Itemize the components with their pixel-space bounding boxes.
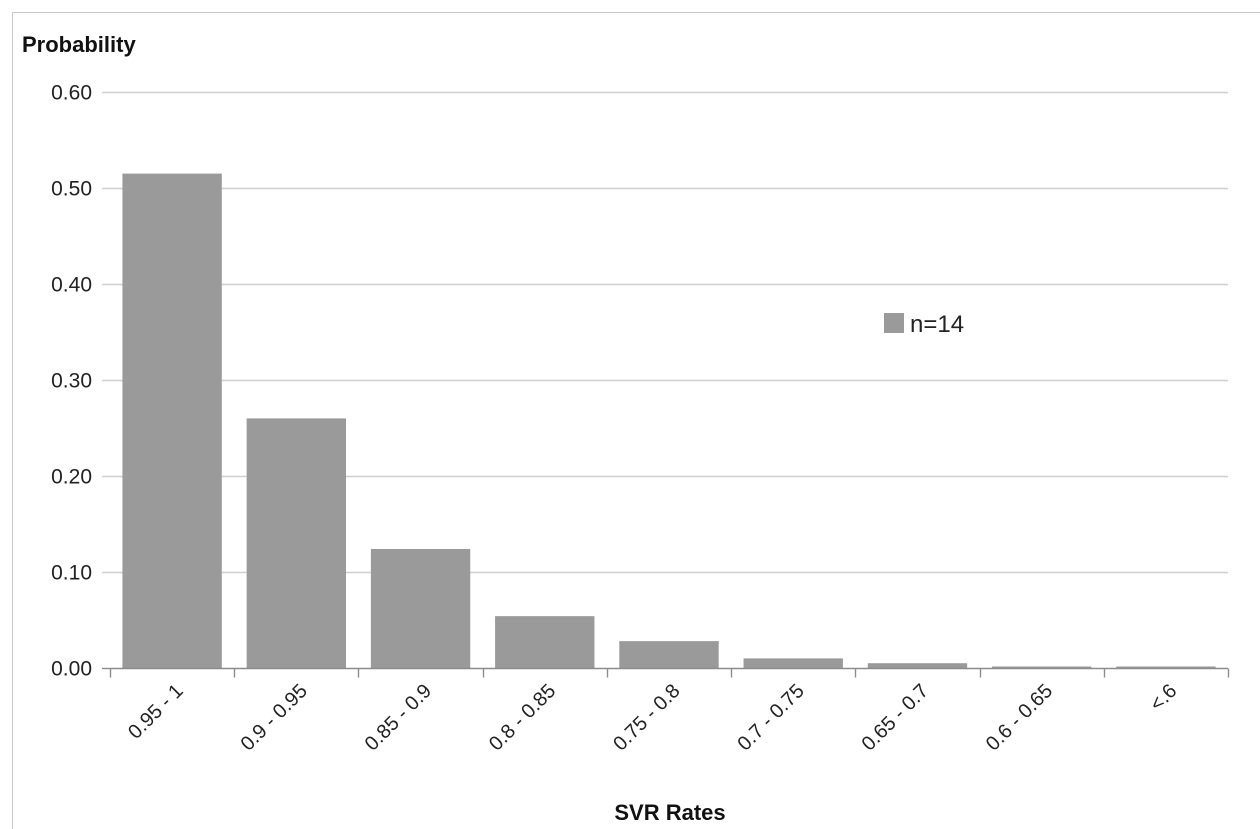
- bars: [122, 173, 1216, 668]
- y-tick-labels: 0.00 0.10 0.20 0.30 0.40 0.50 0.60: [51, 82, 92, 681]
- axes: [102, 667, 1230, 678]
- legend: n=14: [884, 311, 964, 338]
- bar: [619, 641, 719, 668]
- y-tick-label: 0.30: [51, 370, 92, 393]
- y-tick-label: 0.50: [51, 178, 92, 201]
- legend-swatch: [884, 313, 904, 333]
- y-tick-label: 0.00: [51, 658, 92, 681]
- y-tick-label: 0.20: [51, 466, 92, 489]
- y-tick-label: 0.10: [51, 562, 92, 585]
- bar: [867, 663, 968, 668]
- bar: [122, 173, 222, 668]
- bar: [495, 616, 595, 668]
- y-tick-label: 0.40: [51, 274, 92, 297]
- bar: [246, 418, 347, 668]
- y-axis-label: Probability: [22, 32, 136, 57]
- bar: [1116, 666, 1216, 668]
- x-axis-label: SVR Rates: [614, 800, 725, 825]
- bar: [370, 548, 471, 668]
- y-tick-label: 0.60: [51, 82, 92, 105]
- legend-label: n=14: [910, 311, 964, 338]
- bar: [743, 658, 843, 668]
- bar: [991, 666, 1092, 668]
